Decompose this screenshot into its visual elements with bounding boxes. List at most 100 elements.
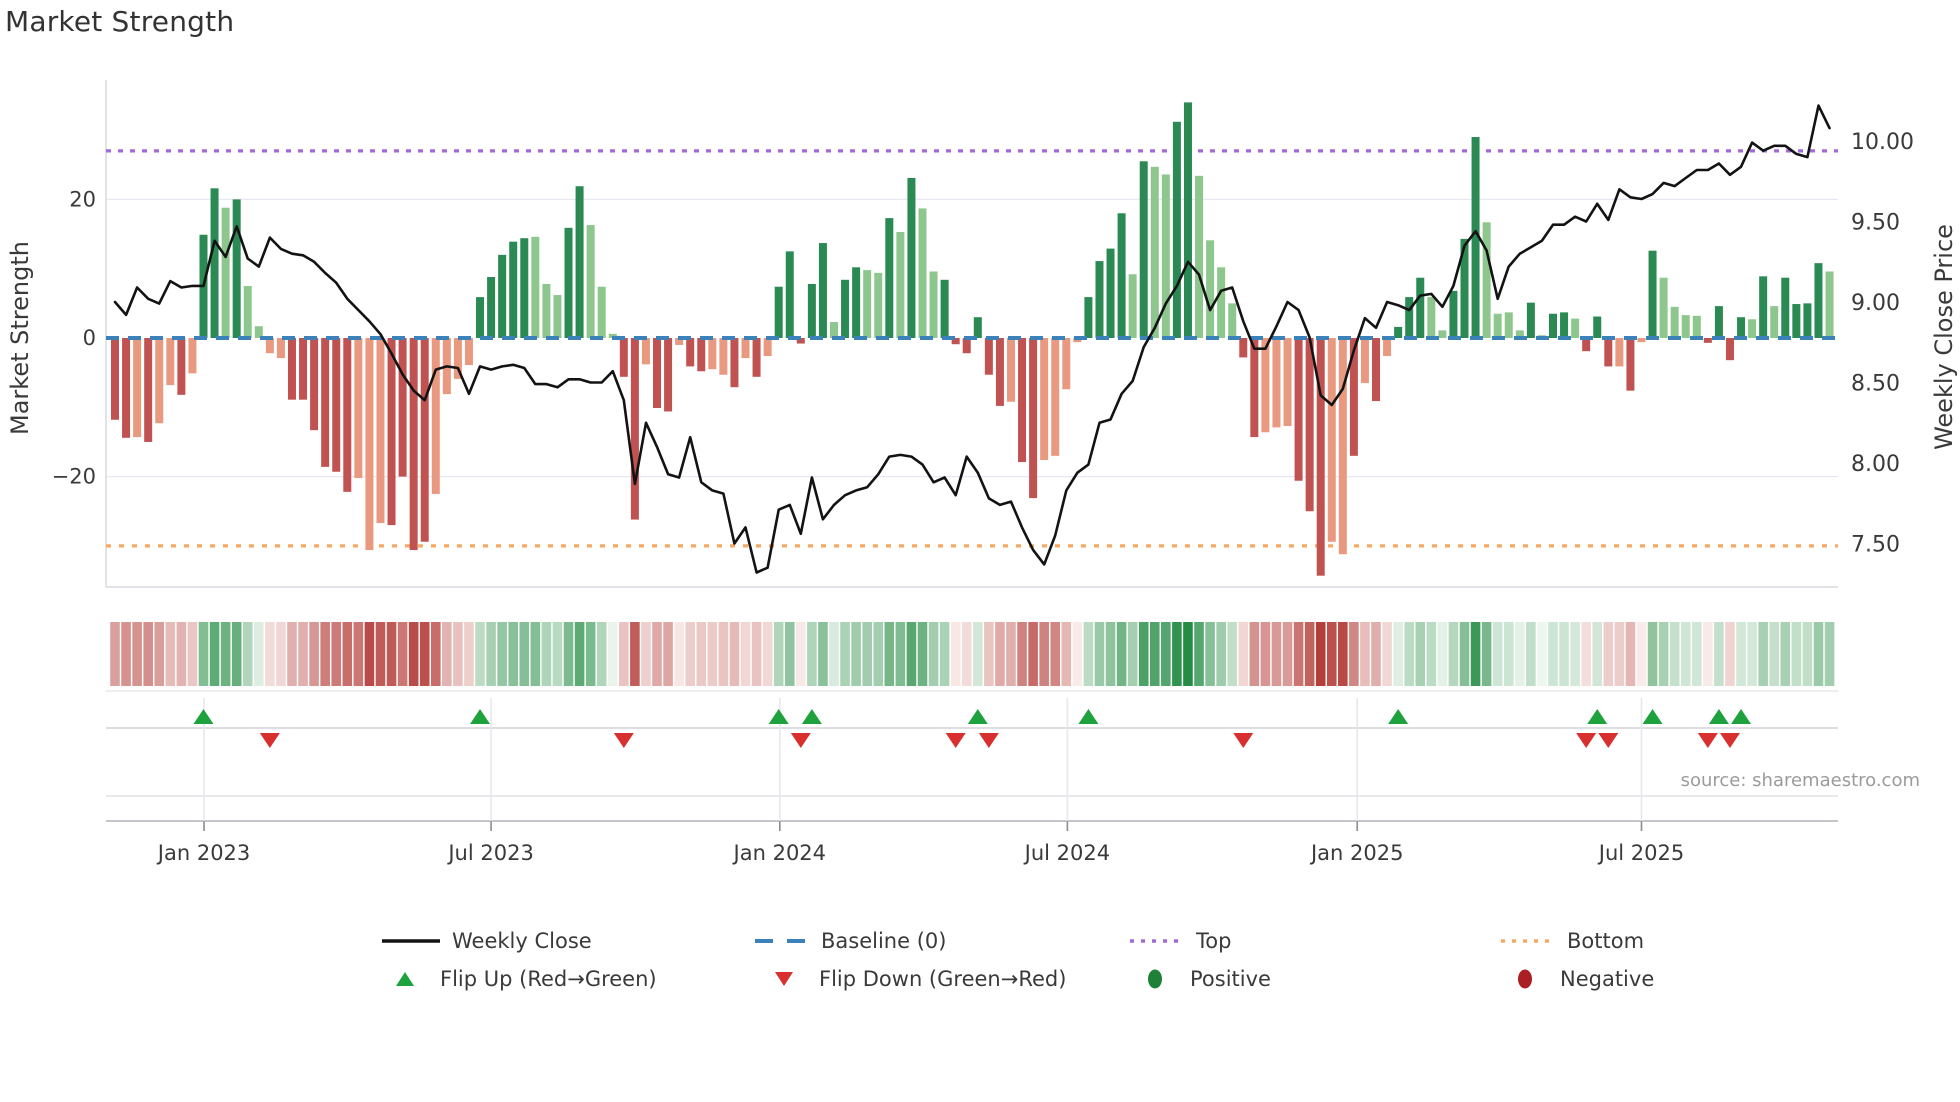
heatmap-cell — [530, 622, 541, 686]
heatmap-cell — [1559, 622, 1569, 686]
flip-down-marker — [613, 733, 634, 748]
strength-bar — [929, 271, 938, 338]
heatmap-cell — [950, 622, 961, 686]
heatmap-cell — [1736, 622, 1746, 686]
strength-bar — [1670, 306, 1679, 338]
heatmap-cell — [552, 622, 563, 686]
legend-item-weekly-close: Weekly Close — [380, 929, 592, 953]
strength-bar — [431, 338, 440, 494]
strength-bar — [1593, 316, 1602, 338]
strength-bar — [1792, 304, 1801, 338]
heatmap-cell — [1802, 622, 1813, 686]
heatmap-cell — [729, 622, 740, 686]
strength-bar — [863, 270, 872, 338]
heatmap-cell — [740, 622, 751, 686]
strength-bar — [619, 338, 628, 377]
legend-item-flip-down: Flip Down (Green→Red) — [759, 967, 1066, 991]
strength-bar — [1737, 317, 1746, 338]
heatmap-cell — [685, 622, 695, 686]
strength-bar — [995, 338, 1004, 406]
strength-bar — [1814, 263, 1823, 338]
strength-bar — [730, 338, 739, 388]
strength-bar — [1006, 338, 1015, 402]
strength-bar — [741, 338, 750, 359]
strength-bar — [1316, 338, 1325, 576]
heatmap-cell — [574, 622, 585, 686]
heatmap-cell — [1515, 622, 1525, 686]
flip-down-marker — [1576, 733, 1597, 748]
heatmap-cell — [1703, 622, 1713, 686]
heatmap-cell — [917, 622, 928, 686]
y-axis-tick-label: −20 — [52, 465, 96, 489]
strength-bar — [686, 338, 695, 367]
strength-bar — [675, 338, 684, 345]
strength-bar — [597, 286, 606, 338]
x-axis-tick-label: Jan 2024 — [732, 841, 827, 865]
heatmap-cell — [972, 622, 983, 686]
heatmap-cell — [1526, 622, 1536, 686]
strength-bar — [1106, 248, 1115, 338]
strength-bar — [1228, 303, 1237, 338]
strength-bar — [907, 177, 916, 338]
flip-up-marker — [967, 709, 988, 724]
strength-bar — [763, 338, 772, 357]
strength-bar — [818, 243, 827, 338]
heatmap-cell — [1238, 622, 1249, 686]
strength-bar — [1161, 174, 1170, 338]
legend-label-negative: Negative — [1560, 967, 1655, 991]
strength-bar — [653, 338, 662, 408]
heatmap-cell — [1758, 622, 1768, 686]
heatmap-cell — [187, 622, 198, 686]
heatmap-cell — [486, 622, 496, 686]
heatmap-cell — [762, 622, 773, 686]
legend-label-positive: Positive — [1190, 967, 1271, 991]
strength-bar — [276, 338, 285, 359]
heatmap-cell — [707, 622, 718, 686]
flip-down-marker — [1233, 733, 1254, 748]
strength-bar — [299, 338, 308, 400]
legend-label-bottom: Bottom — [1567, 929, 1645, 953]
price-tick-label: 9.00 — [1851, 291, 1900, 316]
strength-bar — [487, 277, 496, 338]
heatmap-cell — [1061, 622, 1072, 686]
strength-bar — [1714, 306, 1723, 338]
heatmap-cell — [1017, 622, 1027, 686]
heatmap-cell — [1194, 622, 1204, 686]
heatmap-cell — [696, 622, 707, 686]
heatmap-cell — [209, 622, 220, 686]
heatmap-cell — [1083, 622, 1094, 686]
strength-bar — [1117, 213, 1126, 338]
legend-item-baseline: Baseline (0) — [753, 929, 946, 953]
strength-bar — [1416, 277, 1425, 338]
strength-bar — [664, 338, 673, 412]
heatmap-cell — [242, 622, 253, 686]
page-title: Market Strength — [5, 5, 235, 38]
strength-bar — [1084, 297, 1093, 338]
x-axis-tick-label: Jul 2025 — [1597, 841, 1684, 865]
strength-bar — [332, 338, 341, 472]
strength-bar — [1582, 338, 1591, 352]
strength-bar — [354, 338, 363, 478]
strength-bar — [210, 188, 219, 338]
heatmap-cell — [1603, 622, 1614, 686]
strength-bar — [498, 254, 507, 338]
heatmap-cell — [1271, 622, 1282, 686]
legend-item-positive: Positive — [1130, 967, 1271, 991]
heatmap-cell — [630, 622, 640, 686]
strength-bar — [1460, 238, 1469, 338]
strength-bar — [1781, 277, 1790, 338]
bottom-dotted-icon — [1501, 939, 1555, 943]
strength-bar — [1195, 175, 1204, 338]
heatmap-cell — [1293, 622, 1304, 686]
heatmap-cell — [1105, 622, 1116, 686]
heatmap-cell — [1326, 622, 1337, 686]
heatmap-cell — [1149, 622, 1160, 686]
strength-bar — [1825, 271, 1834, 338]
heatmap-cell — [1570, 622, 1580, 686]
strength-bar — [1681, 315, 1690, 338]
strength-bar — [1150, 166, 1159, 338]
heatmap-cell — [1714, 622, 1724, 686]
price-tick-label: 8.00 — [1851, 452, 1900, 477]
strength-bar — [376, 338, 385, 524]
